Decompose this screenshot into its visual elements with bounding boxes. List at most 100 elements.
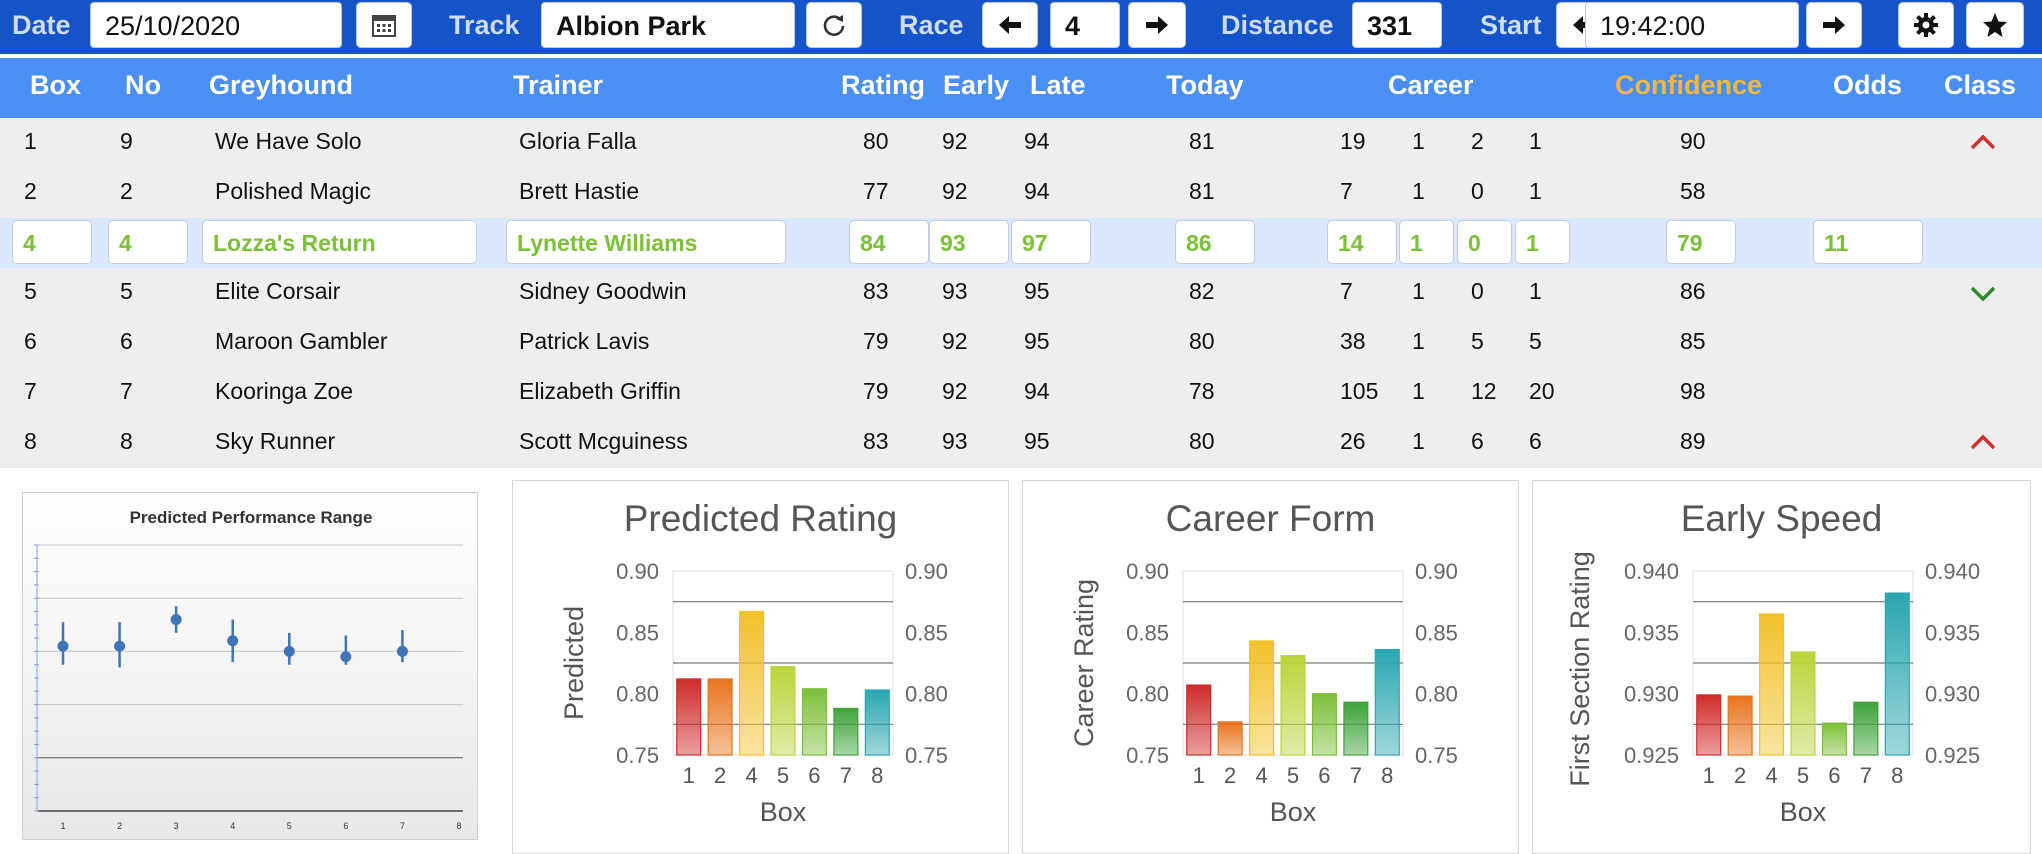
chart-title: Early Speed <box>1681 498 1883 539</box>
race-label: Race <box>899 10 964 40</box>
header-greyhound[interactable]: Greyhound <box>209 70 354 100</box>
career-form-plot: Career Form 0.75 0.75 0.80 0.80 0.85 0.85 0.90 0… <box>1069 498 1458 827</box>
track-field[interactable]: Albion Park <box>541 2 795 48</box>
cell-c1: 7 <box>1340 178 1353 204</box>
header-today[interactable]: Today <box>1166 70 1244 100</box>
table-row[interactable]: 7 7 Kooringa Zoe Elizabeth Griffin 79 92 94 78 1… <box>0 368 2042 418</box>
header-no[interactable]: No <box>125 70 161 100</box>
bar <box>864 689 890 756</box>
cell-early: 92 <box>942 378 968 404</box>
favorite-button[interactable] <box>1966 2 2024 48</box>
header-early[interactable]: Early <box>943 70 1010 100</box>
cell-trainer: Gloria Falla <box>519 128 637 154</box>
x-tick-label: 5 <box>1287 763 1299 788</box>
cell-greyhound[interactable]: Lozza's Return <box>202 220 477 264</box>
table-row[interactable]: 1 9 We Have Solo Gloria Falla 80 92 94 81 19 1 2 1 9… <box>0 118 2042 168</box>
race-field[interactable]: 4 <box>1050 2 1120 48</box>
bar <box>1343 701 1369 756</box>
table-row[interactable]: 2 2 Polished Magic Brett Hastie 77 92 94 81 7 1 0 1… <box>0 168 2042 218</box>
early-speed-chart: Early Speed 0.925 0.925 0.930 0.930 0.935 0.93… <box>1532 480 2031 854</box>
x-axis-label: Box <box>1780 797 1827 827</box>
y-tick-label: 0.935 <box>1624 620 1679 645</box>
start-next-button[interactable] <box>1806 2 1862 48</box>
x-tick-label: 1 <box>60 821 65 831</box>
y-tick-label-right: 0.935 <box>1925 620 1980 645</box>
table-row[interactable]: 5 5 Elite Corsair Sidney Goodwin 83 93 95 82 7 1 0… <box>0 268 2042 318</box>
cell-box[interactable]: 4 <box>12 220 92 264</box>
cell-c3[interactable]: 0 <box>1457 220 1512 264</box>
header-rating[interactable]: Rating <box>841 70 925 100</box>
header-class[interactable]: Class <box>1944 70 2017 100</box>
cell-c4: 1 <box>1529 278 1542 304</box>
cell-late: 94 <box>1024 378 1050 404</box>
data-point <box>227 635 239 647</box>
cell-late[interactable]: 97 <box>1011 220 1091 264</box>
arrow-left-icon <box>999 16 1021 34</box>
cell-early: 92 <box>942 328 968 354</box>
header-confidence[interactable]: Confidence <box>1615 70 1763 100</box>
cell-c1: 38 <box>1340 328 1366 354</box>
x-tick-label: 7 <box>400 821 405 831</box>
cell-confidence: 89 <box>1680 428 1706 454</box>
cell-confidence[interactable]: 79 <box>1666 220 1736 264</box>
refresh-button[interactable] <box>806 2 862 48</box>
cell-c2: 1 <box>1412 378 1425 404</box>
bar <box>770 666 796 756</box>
cell-c3: 0 <box>1471 278 1484 304</box>
x-tick-label: 8 <box>1381 763 1393 788</box>
cell-rating: 79 <box>863 328 889 354</box>
class-down-icon <box>1968 278 1998 308</box>
table-row[interactable]: 4 4 Lozza's Return Lynette Williams 84 93 97 86… <box>0 218 2042 268</box>
cell-c1[interactable]: 14 <box>1327 220 1397 264</box>
distance-field[interactable]: 331 <box>1352 2 1442 48</box>
career-form-chart: Career Form 0.75 0.75 0.80 0.80 0.85 0.85 0.90 0… <box>1022 480 1519 854</box>
calendar-button[interactable] <box>356 2 412 48</box>
table-row[interactable]: 6 6 Maroon Gambler Patrick Lavis 79 92 95 80 38 1… <box>0 318 2042 368</box>
race-prev-button[interactable] <box>982 2 1038 48</box>
data-point <box>396 645 408 657</box>
cell-late: 95 <box>1024 278 1050 304</box>
x-tick-label: 6 <box>1318 763 1330 788</box>
cell-rating: 83 <box>863 278 889 304</box>
cell-c4[interactable]: 1 <box>1515 220 1570 264</box>
table-row[interactable]: 8 8 Sky Runner Scott Mcguiness 83 93 95 80 26 1 6 6… <box>0 418 2042 468</box>
settings-button[interactable] <box>1898 2 1954 48</box>
cell-c3: 5 <box>1471 328 1484 354</box>
y-tick-label-right: 0.90 <box>1415 559 1458 584</box>
cell-box: 6 <box>24 328 37 354</box>
x-axis-label: Box <box>1270 797 1317 827</box>
x-tick-label: 8 <box>456 821 461 831</box>
cell-c4: 5 <box>1529 328 1542 354</box>
x-tick-label: 2 <box>1224 763 1236 788</box>
start-time-field[interactable]: 19:42:00 <box>1585 2 1799 48</box>
performance-range-chart: Predicted Performance Range 1 2 3 4 5 6 7 8 <box>22 492 478 840</box>
header-box[interactable]: Box <box>30 70 82 100</box>
cell-no: 2 <box>120 178 133 204</box>
date-label: Date <box>12 10 71 40</box>
date-field[interactable]: 25/10/2020 <box>90 2 342 48</box>
y-tick-label-right: 0.85 <box>905 620 948 645</box>
cell-c2[interactable]: 1 <box>1399 220 1454 264</box>
y-tick-label-right: 0.930 <box>1925 682 1980 707</box>
header-trainer[interactable]: Trainer <box>513 70 604 100</box>
cell-early[interactable]: 93 <box>929 220 1009 264</box>
cell-rating[interactable]: 84 <box>849 220 929 264</box>
cell-rating: 77 <box>863 178 889 204</box>
data-point <box>170 613 182 625</box>
cell-c3: 6 <box>1471 428 1484 454</box>
cell-early: 92 <box>942 128 968 154</box>
cell-no[interactable]: 4 <box>108 220 188 264</box>
cell-no: 7 <box>120 378 133 404</box>
y-tick-label-right: 0.75 <box>1415 743 1458 768</box>
cell-trainer[interactable]: Lynette Williams <box>506 220 786 264</box>
cell-odds[interactable]: 11 <box>1813 220 1923 264</box>
header-career[interactable]: Career <box>1388 70 1474 100</box>
header-odds[interactable]: Odds <box>1833 70 1903 100</box>
race-next-button[interactable] <box>1128 2 1186 48</box>
x-tick-label: 7 <box>1350 763 1362 788</box>
calendar-icon <box>372 15 396 37</box>
cell-c1: 19 <box>1340 128 1366 154</box>
bar <box>1217 721 1243 756</box>
cell-today[interactable]: 86 <box>1175 220 1255 264</box>
header-late[interactable]: Late <box>1030 70 1086 100</box>
